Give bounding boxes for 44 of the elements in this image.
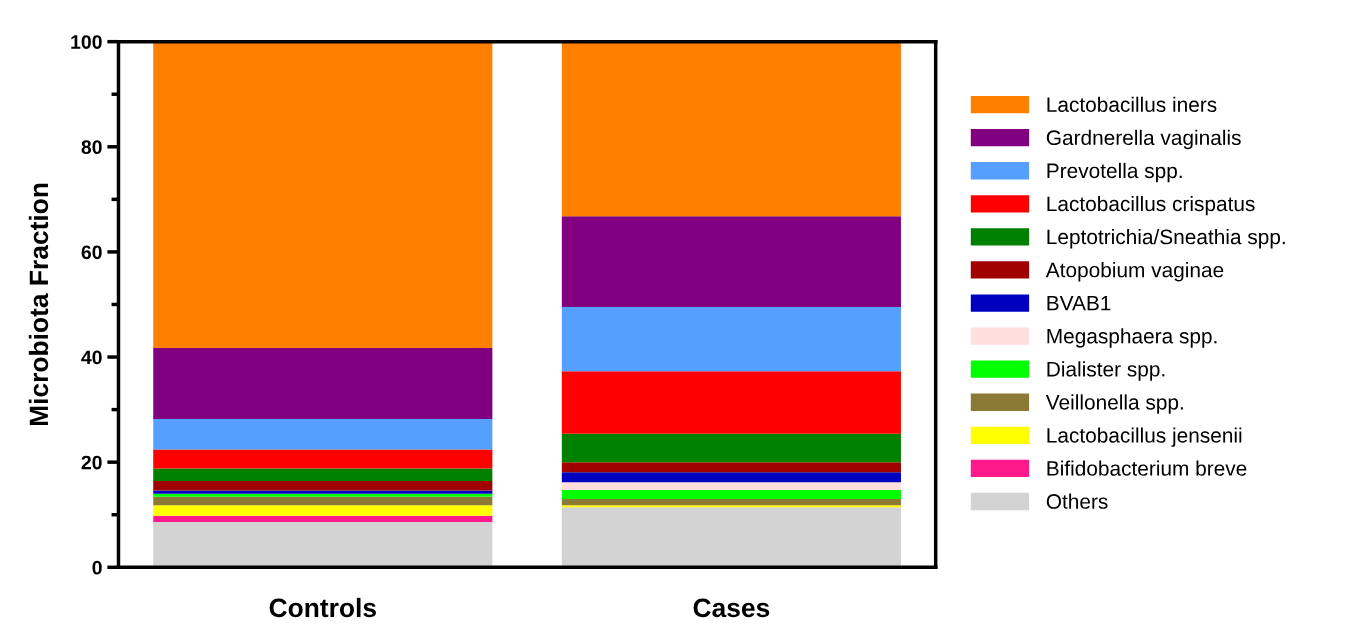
legend-label: Atopobium vaginae (1045, 262, 1224, 282)
bar (561, 505, 901, 508)
legend-label: Gardnerella vaginalis (1046, 129, 1241, 150)
bar (561, 41, 901, 217)
y-tick-label: 80 (81, 140, 102, 155)
legend-label: Bifidobacterium breve (1047, 460, 1247, 476)
legend-label: Lactobacillus jensenii (1047, 427, 1242, 447)
bar (561, 462, 901, 473)
y-tick-label: 100 (71, 35, 102, 49)
legend-label: Dialister spp. (1047, 361, 1165, 381)
bar (153, 481, 493, 491)
bar (153, 348, 493, 420)
bar (561, 472, 901, 483)
legend-label: Veillonella spp. (1045, 394, 1183, 414)
legend-label: BVAB1 (1047, 295, 1111, 311)
bar (153, 505, 493, 516)
bar (153, 496, 493, 506)
legend-label: Prevotella spp. (1047, 162, 1182, 183)
x-tick-label: Cases (693, 598, 770, 618)
legend-label: Lactobacillus iners (1047, 96, 1217, 112)
bar (153, 468, 493, 482)
bar (153, 515, 493, 523)
y-tick-label: 0 (92, 560, 102, 575)
legend-label: Others (1046, 493, 1108, 509)
y-tick-label: 20 (81, 455, 102, 470)
bar (561, 371, 901, 434)
bar (153, 449, 493, 469)
y-axis-title: Microbiota Fraction (28, 183, 49, 426)
bar (561, 307, 901, 372)
bar (153, 419, 493, 450)
y-tick-label: 60 (81, 245, 102, 260)
bar (561, 482, 901, 491)
bar (561, 498, 901, 506)
x-tick-label: Controls (269, 597, 376, 618)
bar (561, 216, 901, 308)
y-tick-label: 40 (81, 350, 102, 365)
bar (153, 522, 493, 568)
legend-label: Leptotrichia/Sneathia spp. (1047, 228, 1285, 249)
legend-label: Megasphaera spp. (1047, 328, 1217, 348)
bar (561, 507, 901, 568)
legend-label: Lactobacillus crispatus (1047, 195, 1255, 216)
bar (561, 433, 901, 463)
bar (153, 42, 493, 349)
bar (561, 490, 901, 499)
